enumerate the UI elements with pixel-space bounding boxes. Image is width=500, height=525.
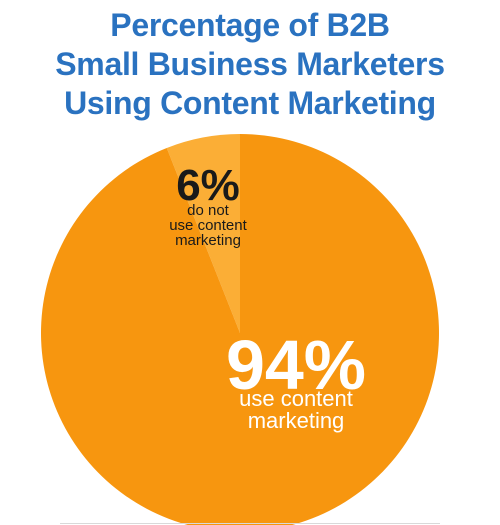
chart-title-line-1: Percentage of B2B	[110, 7, 390, 43]
large-slice-value-label: 94%	[226, 326, 366, 404]
small-slice-text-line-3: marketing	[175, 232, 241, 249]
large-slice-text-line-2: marketing	[248, 408, 345, 433]
small-slice-text-line-1: do not	[187, 202, 230, 219]
chart-title-line-3: Using Content Marketing	[64, 85, 436, 121]
large-slice-text-line-1: use content	[239, 386, 353, 411]
pie-slice-do-not-use-content-marketing	[166, 134, 240, 333]
small-slice-text-line-2: use content	[169, 217, 247, 234]
pie-slice-use-content-marketing	[41, 134, 439, 525]
chart-title-line-2: Small Business Marketers	[55, 46, 445, 82]
bottom-divider	[60, 523, 440, 524]
small-slice-value-label: 6%	[176, 161, 240, 210]
chart-title: Percentage of B2B Small Business Markete…	[0, 6, 500, 123]
pie-slices	[41, 134, 439, 525]
